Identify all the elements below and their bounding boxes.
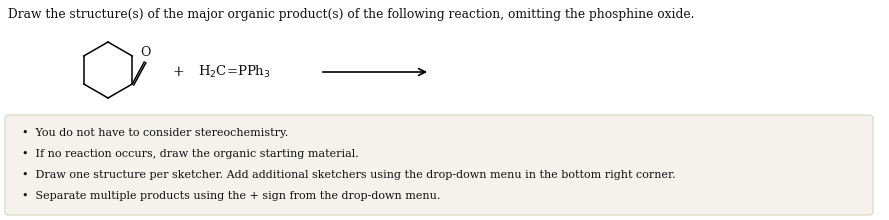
- Text: H$_2$C=PPh$_3$: H$_2$C=PPh$_3$: [198, 64, 271, 80]
- Text: •  Draw one structure per sketcher. Add additional sketchers using the drop-down: • Draw one structure per sketcher. Add a…: [22, 170, 676, 180]
- Text: •  You do not have to consider stereochemistry.: • You do not have to consider stereochem…: [22, 128, 288, 138]
- Text: •  Separate multiple products using the + sign from the drop-down menu.: • Separate multiple products using the +…: [22, 191, 440, 201]
- Text: +: +: [172, 65, 184, 79]
- FancyBboxPatch shape: [5, 115, 873, 215]
- Text: Draw the structure(s) of the major organic product(s) of the following reaction,: Draw the structure(s) of the major organ…: [8, 8, 694, 21]
- Text: •  If no reaction occurs, draw the organic starting material.: • If no reaction occurs, draw the organi…: [22, 149, 359, 159]
- Text: O: O: [140, 46, 150, 59]
